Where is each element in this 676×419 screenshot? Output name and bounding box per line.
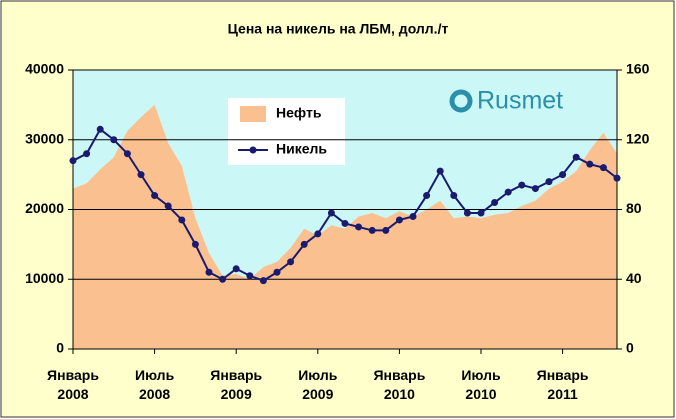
nickel-marker	[191, 240, 199, 248]
brand: Rusmet	[477, 87, 563, 115]
nickel-marker	[436, 167, 444, 175]
x-tick-label: Январь 2011	[537, 367, 589, 402]
y-tick-label: 0	[56, 340, 64, 356]
nickel-marker	[287, 258, 295, 266]
nickel-marker	[477, 209, 485, 217]
nickel-marker	[491, 199, 499, 207]
nickel-marker	[395, 216, 403, 224]
chart-title: Цена на никель на ЛБМ, долл./т	[228, 21, 449, 37]
x-tick-label: Январь 2009	[210, 367, 262, 402]
logo-icon	[449, 89, 473, 113]
nickel-marker	[327, 209, 335, 217]
y2-tick-label: 0	[626, 340, 634, 356]
nickel-marker	[450, 192, 458, 200]
x-tick-label: Июль 2010	[461, 367, 501, 402]
nickel-marker	[219, 275, 227, 283]
nickel-marker	[368, 226, 376, 234]
nickel-marker	[259, 277, 267, 285]
y-tick-label: 40000	[25, 61, 64, 77]
x-tick-label: Июль 2008	[135, 367, 175, 402]
nickel-marker	[341, 219, 349, 227]
nickel-marker	[355, 223, 363, 231]
legend-swatch	[240, 106, 266, 122]
nickel-marker	[232, 265, 240, 273]
y2-tick-label: 120	[626, 130, 650, 146]
nickel-marker	[178, 216, 186, 224]
nickel-marker	[164, 202, 172, 210]
y-tick-label: 30000	[25, 130, 64, 146]
nickel-marker	[613, 174, 621, 182]
y-tick-label: 20000	[25, 200, 64, 216]
legend-marker	[249, 146, 257, 154]
nickel-marker	[123, 150, 131, 158]
nickel-marker	[69, 157, 77, 165]
x-tick-label: Июль 2009	[298, 367, 338, 402]
nickel-marker	[96, 125, 104, 133]
nickel-marker	[246, 272, 254, 280]
nickel-marker	[300, 240, 308, 248]
oil-area	[73, 104, 617, 349]
nickel-marker	[572, 153, 580, 161]
nickel-marker	[545, 178, 553, 186]
legend-label: Никель	[276, 141, 327, 157]
nickel-marker	[559, 171, 567, 179]
plot	[73, 104, 617, 349]
nickel-marker	[151, 192, 159, 200]
nickel-marker	[205, 268, 213, 276]
nickel-marker	[531, 185, 539, 193]
x-tick-label: Январь 2008	[47, 367, 99, 402]
nickel-marker	[83, 150, 91, 158]
x-tick-label: Январь 2010	[373, 367, 425, 402]
nickel-marker	[273, 268, 281, 276]
legend-label: Нефть	[276, 105, 322, 121]
y2-tick-label: 80	[626, 200, 642, 216]
nickel-marker	[586, 160, 594, 168]
nickel-marker	[110, 136, 118, 144]
y2-tick-label: 40	[626, 270, 642, 286]
y2-tick-label: 160	[626, 61, 650, 77]
nickel-marker	[599, 164, 607, 172]
nickel-marker	[382, 226, 390, 234]
y-tick-label: 10000	[25, 270, 64, 286]
nickel-marker	[518, 181, 526, 189]
nickel-marker	[504, 188, 512, 196]
nickel-marker	[314, 230, 322, 238]
nickel-marker	[409, 212, 417, 220]
nickel-marker	[137, 171, 145, 179]
nickel-marker	[423, 192, 431, 200]
nickel-marker	[463, 209, 471, 217]
